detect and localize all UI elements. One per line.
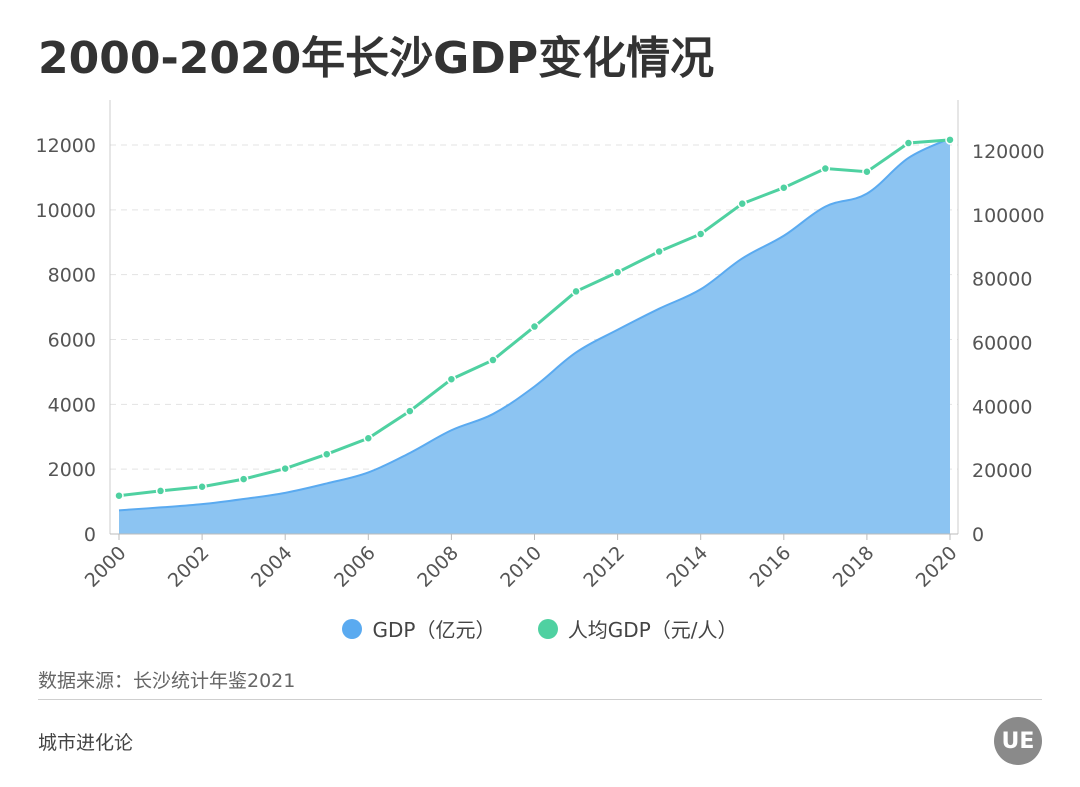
per-capita-point <box>820 163 831 174</box>
legend-label-gdp: GDP（亿元） <box>372 618 496 642</box>
right-tick-label: 80000 <box>972 269 1032 291</box>
per-capita-point <box>446 374 457 384</box>
ue-logo: UE <box>994 717 1042 765</box>
per-capita-point <box>114 490 124 501</box>
legend-item-per-capita[interactable]: 人均GDP（元/人） <box>537 614 738 643</box>
per-capita-point <box>155 486 166 496</box>
x-tick-label: 2018 <box>829 542 879 592</box>
legend-item-gdp[interactable]: GDP（亿元） <box>342 614 495 643</box>
gdp-area-layer <box>118 137 951 534</box>
per-capita-point <box>862 166 872 177</box>
legend-swatch-per-capita <box>537 618 558 639</box>
left-tick-label: 10000 <box>36 200 96 222</box>
gdp-area-edge <box>118 137 951 512</box>
per-capita-line-layer <box>114 135 955 501</box>
x-tick-label: 2016 <box>746 542 796 592</box>
per-capita-point <box>322 449 332 459</box>
x-tick-label: 2002 <box>164 542 214 592</box>
x-tick-label: 2010 <box>496 542 546 592</box>
per-capita-point <box>488 355 498 365</box>
left-tick-label: 6000 <box>48 330 96 352</box>
x-tick-label: 2000 <box>81 542 131 592</box>
per-capita-point <box>571 286 581 297</box>
per-capita-point <box>779 182 789 193</box>
x-tick-label: 2006 <box>330 542 380 592</box>
chart-svg: 0200040006000800010000120000200004000060… <box>36 100 1045 592</box>
right-tick-label: 100000 <box>972 205 1045 227</box>
legend-swatch-gdp <box>342 618 363 639</box>
per-capita-point <box>197 482 207 492</box>
right-tick-label: 40000 <box>972 396 1032 418</box>
per-capita-point <box>405 406 415 416</box>
x-tick-label: 2004 <box>247 542 297 592</box>
x-tick-label: 2012 <box>579 542 629 592</box>
per-capita-point <box>945 135 955 145</box>
right-tick-label: 60000 <box>972 333 1032 355</box>
footer-brand: 城市进化论 <box>38 732 134 754</box>
right-tick-label: 20000 <box>972 460 1032 482</box>
per-capita-point <box>238 474 249 484</box>
x-tick-label: 2008 <box>413 542 463 592</box>
x-tick-label: 2014 <box>662 542 712 592</box>
per-capita-point <box>363 433 374 443</box>
gdp-area <box>119 138 950 534</box>
per-capita-point <box>529 321 540 332</box>
per-capita-point <box>695 229 706 239</box>
per-capita-point <box>903 138 914 148</box>
right-tick-label: 120000 <box>972 141 1045 163</box>
per-capita-point <box>612 267 623 278</box>
legend: GDP（亿元） 人均GDP（元/人） <box>0 614 1080 644</box>
per-capita-point <box>654 246 664 257</box>
left-tick-label: 12000 <box>36 135 96 157</box>
x-tick-label: 2020 <box>912 542 962 592</box>
left-tick-label: 2000 <box>48 459 96 481</box>
chart-title: 2000-2020年长沙GDP变化情况 <box>38 33 715 84</box>
left-tick-label: 8000 <box>48 265 96 287</box>
footer-divider <box>38 699 1042 700</box>
right-tick-label: 0 <box>972 524 984 546</box>
legend-label-per-capita: 人均GDP（元/人） <box>567 618 738 642</box>
left-tick-label: 0 <box>84 524 96 546</box>
data-source-note: 数据来源：长沙统计年鉴2021 <box>38 670 296 692</box>
per-capita-point <box>280 463 290 474</box>
per-capita-point <box>737 198 747 209</box>
left-tick-label: 4000 <box>48 394 96 416</box>
